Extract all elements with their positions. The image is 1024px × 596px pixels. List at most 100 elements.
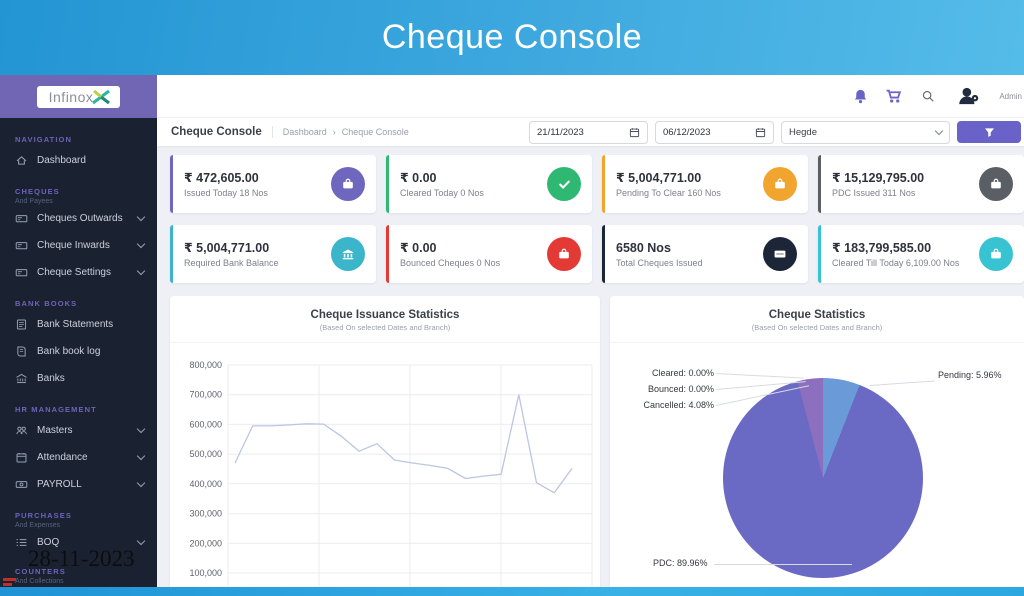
sidebar-item-label: Masters <box>37 425 73 436</box>
card-accent-bar <box>386 155 389 213</box>
briefcase-icon <box>547 237 581 271</box>
sidebar-item-boq[interactable]: BOQ <box>0 529 157 556</box>
book-icon <box>17 346 26 357</box>
stat-label: Pending To Clear 160 Nos <box>616 188 721 198</box>
search-icon[interactable] <box>921 89 935 103</box>
nav-section-bank-books: BANK BOOKS <box>15 299 78 308</box>
line-chart-subtitle: (Based On selected Dates and Branch) <box>319 323 451 332</box>
stat-label: Bounced Cheques 0 Nos <box>400 258 501 268</box>
sidebar-item-label: Dashboard <box>37 155 86 166</box>
nav-section-sublabel: And Payees <box>15 198 53 205</box>
calendar-icon <box>16 453 27 463</box>
user-avatar[interactable] <box>956 85 982 107</box>
card-accent-bar <box>170 155 173 213</box>
funnel-icon <box>984 127 994 137</box>
date-from-value: 21/11/2023 <box>537 126 584 138</box>
svg-text:500,000: 500,000 <box>189 449 222 459</box>
line-chart-panel: Cheque Issuance Statistics (Based On sel… <box>170 296 600 596</box>
breadcrumb-separator: › <box>332 127 336 137</box>
sidebar-item-label: Cheque Inwards <box>37 240 110 251</box>
svg-text:600,000: 600,000 <box>189 419 222 429</box>
card-accent-bar <box>170 225 173 283</box>
nav-section-sublabel: And Collections <box>15 578 64 585</box>
filter-controls: 21/11/2023 06/12/2023 Hegde <box>529 120 1021 144</box>
stat-card-issued-today: ₹ 472,605.00 Issued Today 18 Nos <box>170 155 376 213</box>
bank-icon <box>331 237 365 271</box>
cheque-icon <box>15 269 28 277</box>
bell-icon[interactable] <box>852 88 869 105</box>
charts-row: Cheque Issuance Statistics (Based On sel… <box>170 296 1024 596</box>
sidebar-item-cheque-inwards[interactable]: Cheque Inwards <box>0 232 157 259</box>
sidebar-item-attendance[interactable]: Attendance <box>0 444 157 471</box>
sidebar-item-cheques-outwards[interactable]: Cheques Outwards <box>0 205 157 232</box>
pie-chart-title: Cheque Statistics <box>768 309 866 321</box>
stat-card-required-bank-balance: ₹ 5,004,771.00 Required Bank Balance <box>170 225 376 283</box>
stat-value: ₹ 15,129,795.00 <box>832 171 925 185</box>
stat-label: Cleared Today 0 Nos <box>400 188 484 198</box>
line-chart: 800,000 700,000 600,000 500,000 400,000 300,0… <box>189 360 593 596</box>
sidebar-item-bank-statements[interactable]: Bank Statements <box>0 311 157 338</box>
statement-icon <box>16 319 27 330</box>
app-logo[interactable]: Infinox <box>36 85 121 108</box>
briefcase-icon <box>979 237 1013 271</box>
stat-value: ₹ 0.00 <box>400 171 437 185</box>
page-title: Cheque Console <box>171 126 273 138</box>
sidebar-item-bank-book-log[interactable]: Bank book log <box>0 338 157 365</box>
pie-leader-line <box>714 564 852 565</box>
video-progress-bar[interactable] <box>0 587 1024 596</box>
svg-text:800,000: 800,000 <box>189 360 222 370</box>
sidebar-item-cheque-settings[interactable]: Cheque Settings <box>0 259 157 286</box>
date-to-input[interactable]: 06/12/2023 <box>655 120 774 144</box>
stat-card-cleared-till-today: ₹ 183,799,585.00 Cleared Till Today 6,109… <box>818 225 1024 283</box>
pie-label-pdc: PDC: 89.96% <box>653 558 708 568</box>
logo-text: Infinox <box>48 88 94 105</box>
stat-card-pending-to-clear: ₹ 5,004,771.00 Pending To Clear 160 Nos <box>602 155 808 213</box>
sidebar-item-dashboard[interactable]: Dashboard <box>0 147 157 174</box>
stat-label: PDC Issued 311 Nos <box>832 188 916 198</box>
chevron-down-icon <box>136 478 146 488</box>
stat-card-pdc-issued: ₹ 15,129,795.00 PDC Issued 311 Nos <box>818 155 1024 213</box>
admin-label: Admin <box>999 91 1022 101</box>
sidebar-item-label: Banks <box>37 373 65 384</box>
card-accent-bar <box>818 225 821 283</box>
cheque-icon <box>763 237 797 271</box>
sidebar-item-label: PAYROLL <box>37 479 82 490</box>
topbar: Admin <box>157 75 1024 117</box>
stat-value: ₹ 183,799,585.00 <box>832 241 932 255</box>
chevron-down-icon <box>136 212 146 222</box>
line-chart-header: Cheque Issuance Statistics (Based On sel… <box>170 296 600 343</box>
svg-text:700,000: 700,000 <box>189 390 222 400</box>
breadcrumb: Dashboard › Cheque Console <box>283 127 409 137</box>
stat-label: Cleared Till Today 6,109.00 Nos <box>832 258 960 268</box>
nav-section-hr: HR MANAGEMENT <box>15 405 97 414</box>
pie-leader-line <box>715 373 804 379</box>
nav-section-sublabel: And Expenses <box>15 522 61 529</box>
branch-select[interactable]: Hegde <box>781 120 950 144</box>
pie-chart-panel: Cheque Statistics (Based On selected Dat… <box>610 296 1024 596</box>
card-accent-bar <box>602 155 605 213</box>
date-from-input[interactable]: 21/11/2023 <box>529 120 648 144</box>
stat-value: ₹ 0.00 <box>400 241 437 255</box>
sidebar-item-banks[interactable]: Banks <box>0 365 157 392</box>
pie-chart-subtitle: (Based On selected Dates and Branch) <box>751 323 883 332</box>
logo-bar: Infinox <box>0 75 157 118</box>
briefcase-icon <box>331 167 365 201</box>
briefcase-icon <box>979 167 1013 201</box>
date-to-value: 06/12/2023 <box>663 126 711 138</box>
pie-chart-header: Cheque Statistics (Based On selected Dat… <box>610 296 1024 343</box>
chevron-down-icon <box>136 239 146 249</box>
pie-label-pending: Pending: 5.96% <box>938 370 1002 380</box>
nav-section-counters: COUNTERS <box>15 567 66 576</box>
sidebar-item-label: BOQ <box>37 537 60 548</box>
chevron-down-icon <box>136 536 146 546</box>
breadcrumb-dashboard[interactable]: Dashboard <box>282 127 327 137</box>
cheque-icon <box>15 215 28 223</box>
sidebar-item-label: Bank Statements <box>37 319 114 330</box>
cheque-icon <box>15 242 28 250</box>
sidebar-item-label: Cheques Outwards <box>37 213 123 224</box>
nav-section-navigation: NAVIGATION <box>15 135 72 144</box>
sidebar-item-payroll[interactable]: PAYROLL <box>0 471 157 498</box>
sidebar-item-masters[interactable]: Masters <box>0 417 157 444</box>
cart-icon[interactable] <box>884 88 904 105</box>
filter-button[interactable] <box>957 121 1021 143</box>
